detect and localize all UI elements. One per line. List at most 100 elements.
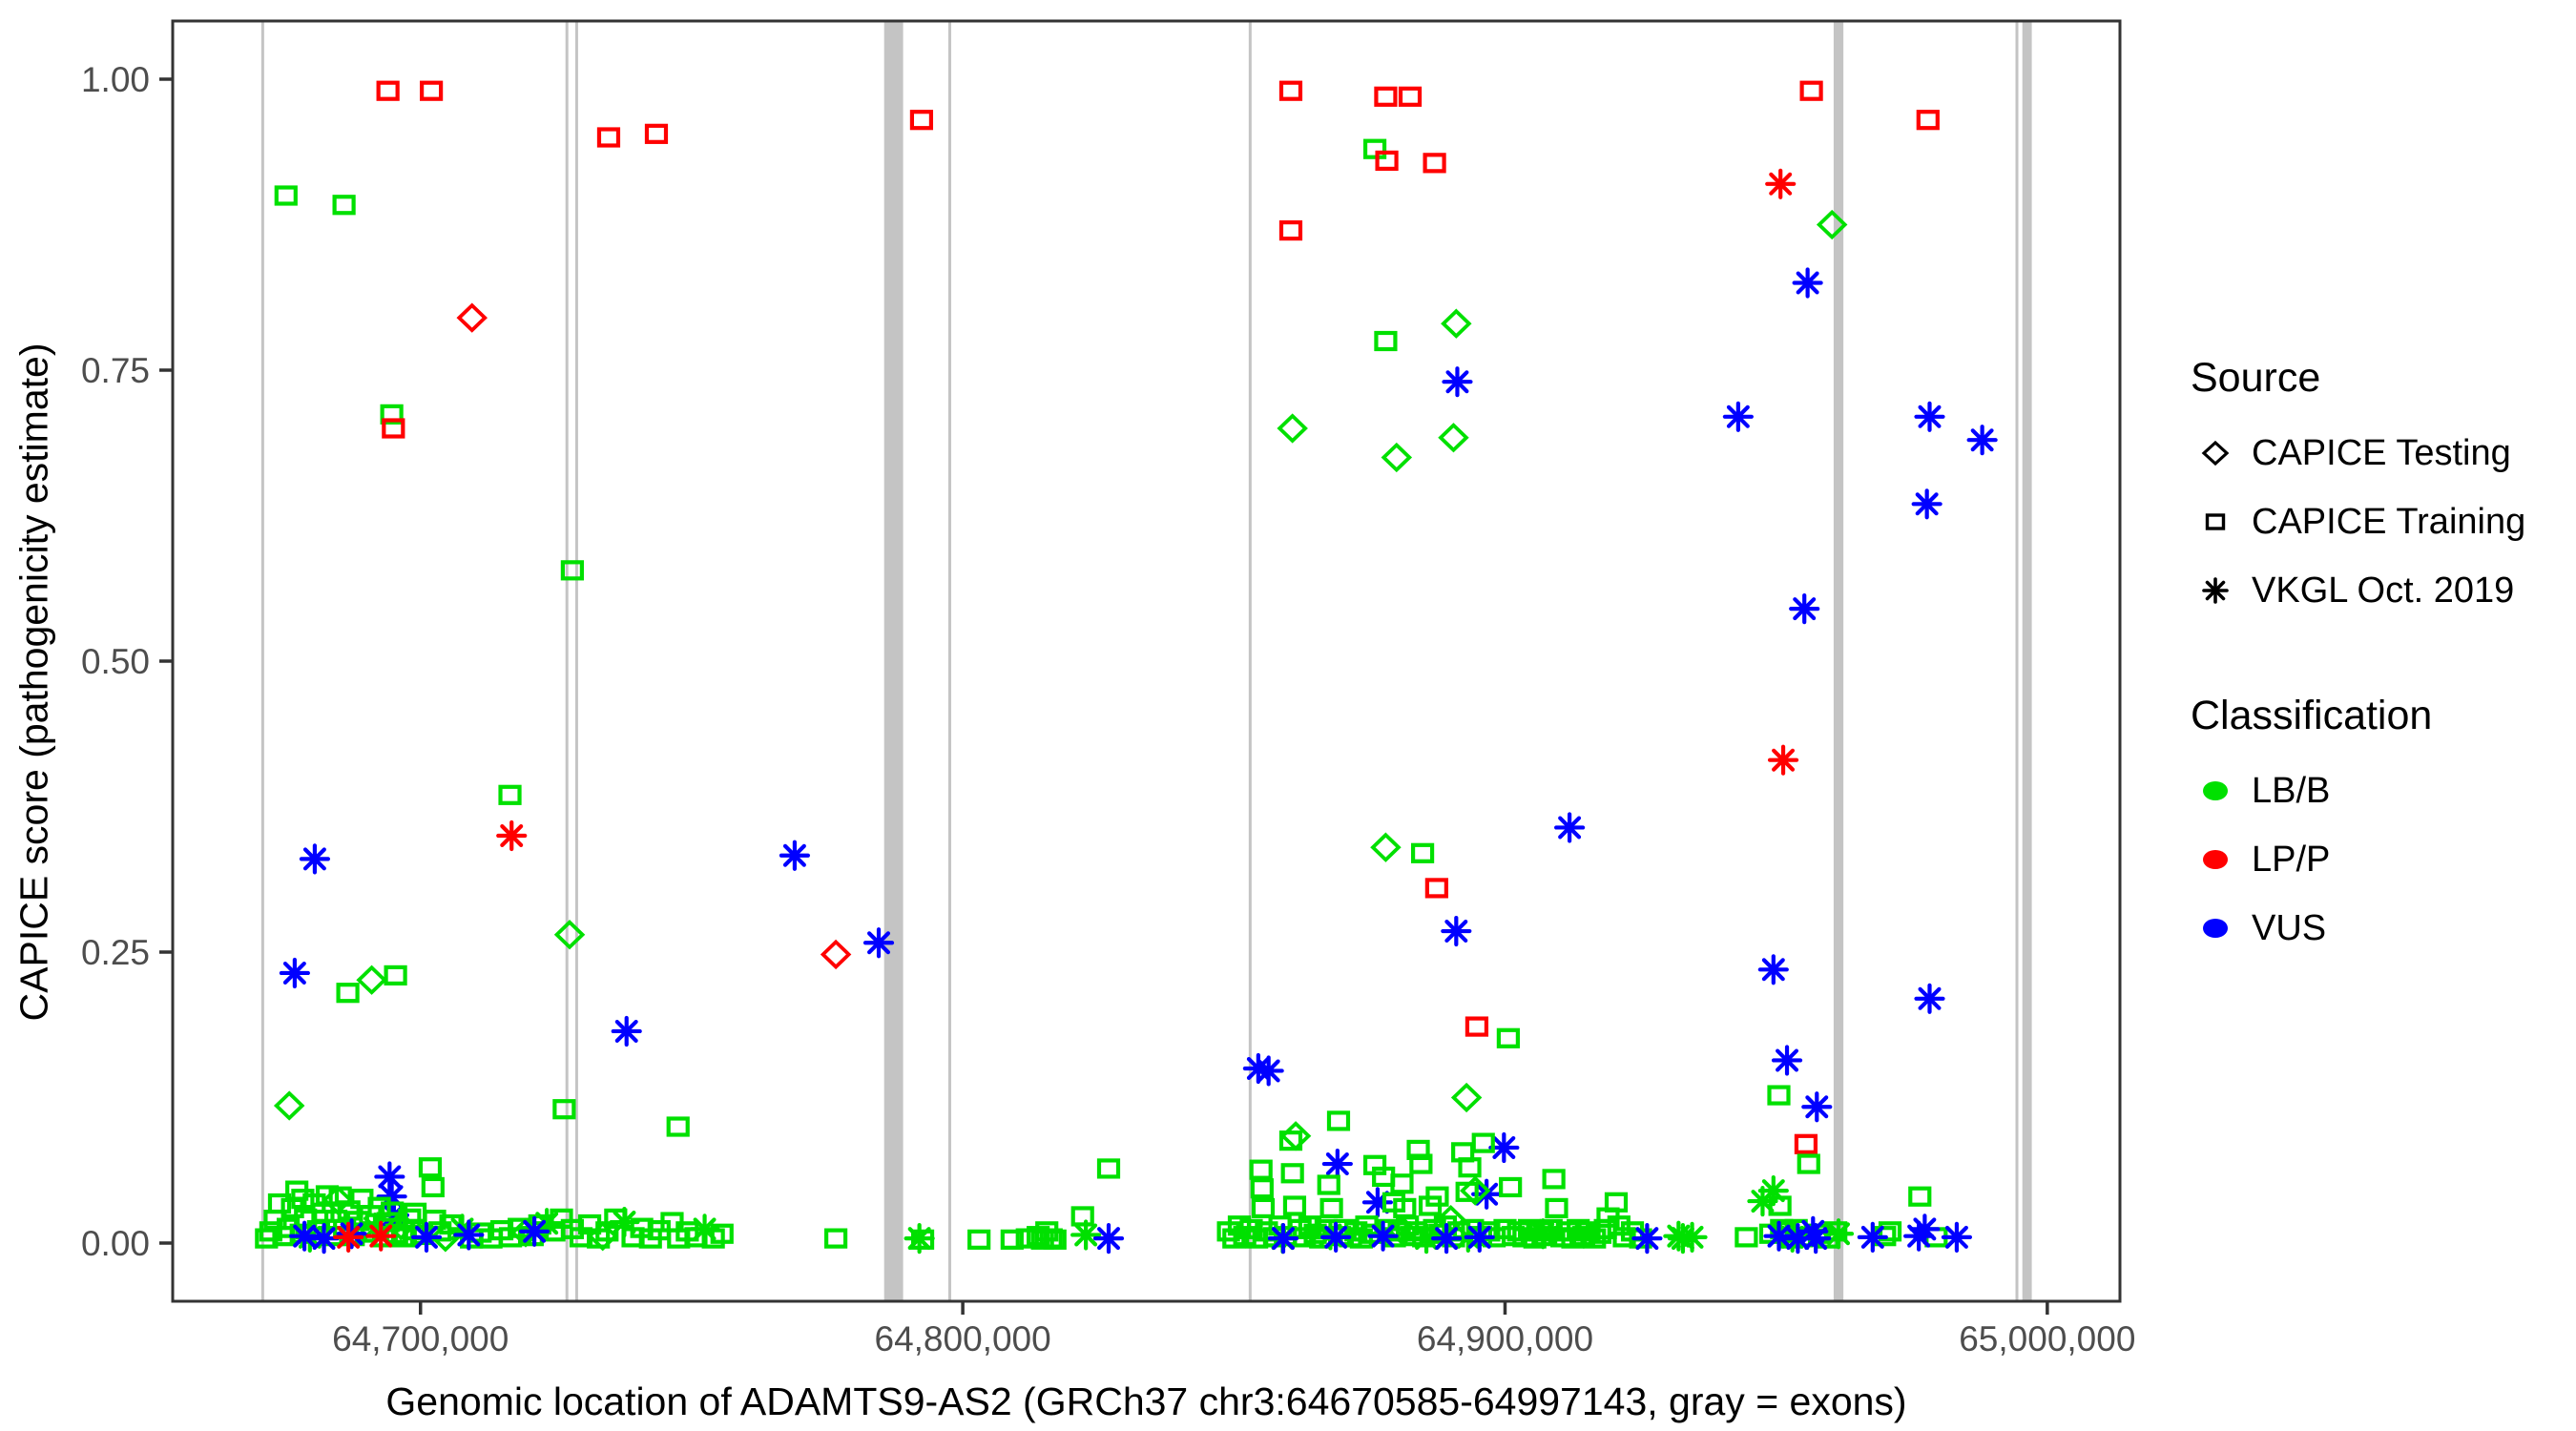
square-icon	[2205, 513, 2226, 530]
legend-item-vus: VUS	[2191, 894, 2572, 963]
data-point-asterisk	[1267, 1223, 1299, 1255]
data-point-diamond	[1370, 832, 1402, 862]
data-point-square	[315, 1185, 340, 1206]
data-point-square	[710, 1223, 734, 1244]
data-point-asterisk	[1488, 1131, 1520, 1164]
exon-line	[2015, 21, 2019, 1301]
classification-dot-icon	[2203, 919, 2228, 938]
data-point-square	[1409, 1153, 1433, 1174]
exon-line	[565, 21, 569, 1301]
data-point-square	[1319, 1197, 1343, 1219]
data-point-square	[1227, 1215, 1252, 1236]
data-point-square	[666, 1116, 690, 1137]
axes-group: 64,700,000 64,800,000 64,900,000 65,000,000…	[81, 60, 2135, 1358]
data-point-asterisk	[1966, 425, 1998, 456]
data-point-diamond	[456, 302, 488, 333]
data-point-square	[1043, 1229, 1067, 1250]
data-point-diamond	[587, 1221, 618, 1252]
data-point-square	[1406, 1139, 1430, 1161]
data-point-square	[1465, 1016, 1489, 1037]
data-point-diamond	[273, 1090, 305, 1121]
data-point-square	[1278, 1130, 1303, 1151]
legend-item-label: CAPICE Testing	[2252, 432, 2511, 473]
y-tick-label: 0.25	[81, 933, 150, 972]
data-point-square	[560, 560, 584, 581]
data-point-asterisk	[1911, 488, 1942, 520]
data-point-square	[1250, 1178, 1274, 1199]
data-point-asterisk	[1767, 744, 1799, 776]
data-point-asterisk	[1941, 1221, 1973, 1254]
data-point-asterisk	[333, 1221, 364, 1254]
data-point-asterisk	[1676, 1221, 1708, 1254]
data-point-square	[376, 80, 400, 101]
data-point-square	[1249, 1159, 1273, 1180]
x-tick-label: 65,000,000	[1959, 1319, 2135, 1358]
exon-block	[883, 21, 904, 1301]
data-point-asterisk	[1722, 401, 1754, 432]
data-point-square	[418, 1157, 443, 1178]
data-point-asterisk	[279, 957, 310, 989]
data-point-square	[1908, 1186, 1932, 1207]
legend-item-capice-testing: CAPICE Testing	[2191, 419, 2572, 487]
data-point-asterisk	[1771, 1045, 1803, 1076]
data-point-asterisk	[1909, 1213, 1941, 1245]
data-point-asterisk	[1857, 1221, 1888, 1254]
data-point-asterisk	[289, 1220, 321, 1252]
data-point-asterisk	[374, 1161, 405, 1192]
data-point-square	[1425, 1186, 1449, 1207]
data-point-square	[382, 418, 405, 439]
data-point-asterisk	[1763, 1220, 1795, 1252]
data-point-asterisk	[1527, 1218, 1559, 1250]
x-tick-label: 64,800,000	[875, 1319, 1051, 1358]
data-point-square	[1317, 1174, 1340, 1195]
diamond-icon	[2201, 440, 2230, 467]
data-point-diamond	[553, 920, 586, 950]
data-points-group	[255, 80, 1998, 1255]
data-point-asterisk	[1914, 401, 1945, 432]
y-tick-label: 0.75	[81, 351, 150, 390]
legend-source-title: Source	[2191, 355, 2321, 401]
data-point-square	[1070, 1206, 1094, 1227]
data-point-diamond	[820, 939, 852, 970]
data-point-asterisk	[453, 1219, 485, 1251]
data-point-square	[1542, 1169, 1566, 1190]
data-point-asterisk	[1801, 1091, 1833, 1123]
data-point-asterisk	[1464, 1221, 1495, 1254]
data-point-square	[336, 983, 360, 1004]
legend-item-vkgl-oct-2019: VKGL Oct. 2019	[2191, 556, 2572, 625]
exon-block	[1833, 21, 1844, 1301]
data-point-square	[967, 1229, 991, 1250]
data-point-asterisk	[1747, 1185, 1778, 1217]
data-point-square	[1545, 1197, 1568, 1219]
data-point-square	[285, 1180, 309, 1201]
data-point-asterisk	[1822, 1218, 1855, 1250]
data-point-asterisk	[1092, 1223, 1125, 1255]
data-point-square	[1278, 220, 1303, 241]
data-point-asterisk	[1914, 983, 1945, 1014]
data-point-square	[644, 123, 669, 144]
data-point-square	[1499, 1176, 1523, 1198]
exon-line	[1248, 21, 1252, 1301]
data-point-square	[1374, 330, 1398, 352]
data-point-diamond	[1816, 209, 1848, 240]
data-point-square	[1583, 1228, 1607, 1249]
data-point-asterisk	[779, 840, 811, 871]
x-tick-label: 64,700,000	[332, 1319, 509, 1358]
data-point-asterisk	[1321, 1148, 1353, 1180]
data-point-square	[332, 195, 356, 216]
data-point-asterisk	[1320, 1221, 1352, 1254]
data-point-square	[824, 1228, 848, 1249]
data-point-asterisk	[299, 843, 331, 875]
data-point-square	[274, 185, 298, 206]
data-point-asterisk	[308, 1223, 340, 1255]
data-point-diamond	[1279, 1121, 1312, 1151]
x-axis-title: Genomic location of ADAMTS9-AS2 (GRCh37 …	[385, 1379, 1907, 1423]
data-point-diamond	[1459, 1175, 1491, 1206]
data-point-square	[1458, 1157, 1482, 1178]
data-point-square	[267, 1192, 292, 1214]
data-point-square	[384, 964, 407, 986]
legend-item-label: LP/P	[2252, 839, 2331, 880]
legend-classification-title: Classification	[2191, 693, 2433, 738]
data-point-diamond	[1438, 423, 1469, 453]
asterisk-icon	[2202, 577, 2229, 604]
